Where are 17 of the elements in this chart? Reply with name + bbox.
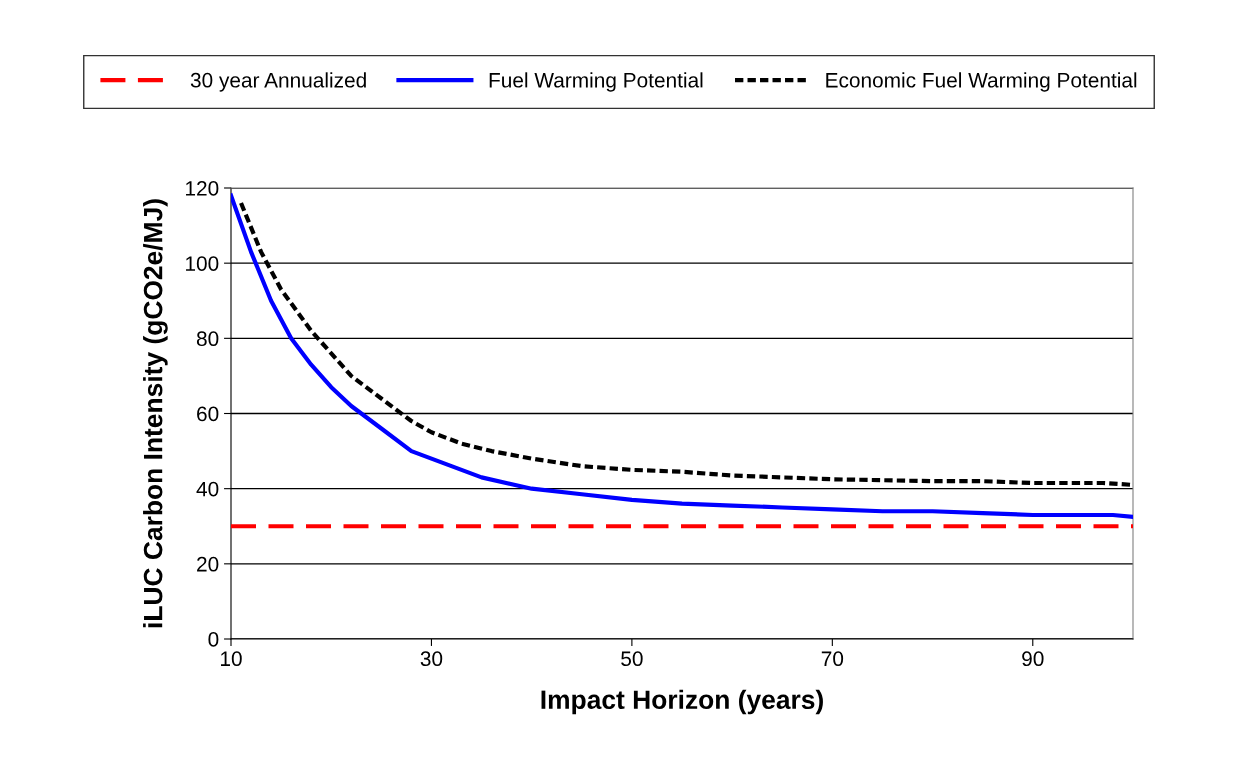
y-tick-label: 60 [197, 406, 219, 422]
legend-label: Economic Fuel Warming Potential [826, 72, 1137, 92]
y-axis-title: iLUC Carbon Intensity (gCO2e/MJ) [143, 199, 168, 628]
y-tick-label: 80 [196, 331, 219, 347]
legend-label: Fuel Warming Potential [489, 72, 703, 92]
x-tick-label: 90 [1022, 651, 1044, 667]
x-tick-label: 50 [621, 651, 643, 667]
x-tick-label: 70 [821, 651, 844, 667]
x-axis-title: Impact Horizon (years) [541, 689, 823, 715]
y-tick-label: 120 [186, 181, 219, 196]
y-tick-label: 20 [197, 556, 219, 572]
y-tick-label: 0 [208, 632, 219, 647]
legend-label: 30 year Annualized [190, 72, 366, 92]
y-tick-label: 100 [186, 256, 219, 271]
x-tick-label: 10 [221, 651, 242, 667]
x-tick-label: 30 [420, 651, 443, 667]
y-tick-label: 40 [196, 481, 219, 497]
